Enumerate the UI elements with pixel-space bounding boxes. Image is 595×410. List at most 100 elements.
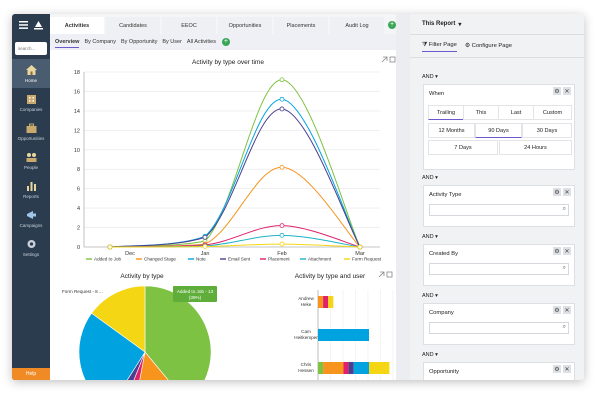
- bar-segment[interactable]: [369, 362, 390, 374]
- tab-filter-page[interactable]: ⧩ Filter Page: [422, 40, 457, 52]
- tab-configure-page[interactable]: ⚙ Configure Page: [465, 41, 512, 51]
- nav-item-people[interactable]: People: [12, 146, 50, 175]
- bar-segment[interactable]: [318, 362, 324, 374]
- pie-slice[interactable]: [144, 285, 212, 380]
- x-tick-label: Mar: [355, 251, 365, 257]
- nav-search-input[interactable]: search...: [15, 42, 47, 55]
- bar-chart-expand-icon[interactable]: [378, 271, 385, 278]
- and-operator-1[interactable]: AND ▾: [422, 74, 438, 80]
- company-input[interactable]: ⌕: [429, 322, 569, 334]
- bar-segment[interactable]: [323, 296, 329, 308]
- stacked-bar-chart: Activity by type and user AndrewHekeCamH…: [294, 271, 394, 380]
- bar-segment[interactable]: [328, 296, 334, 308]
- range-90-days[interactable]: 90 Days: [475, 123, 522, 138]
- nav-item-campaigns[interactable]: Campaigns: [12, 204, 50, 233]
- activity-type-input[interactable]: ⌕: [429, 204, 569, 216]
- bar-segment[interactable]: [318, 329, 369, 341]
- series-line[interactable]: [109, 225, 361, 248]
- pie-slice[interactable]: [78, 312, 146, 380]
- created-by-input[interactable]: ⌕: [429, 263, 569, 275]
- data-point[interactable]: [279, 106, 285, 112]
- chart-popout-icon[interactable]: [389, 56, 396, 63]
- series-line[interactable]: [109, 243, 361, 248]
- data-point[interactable]: [279, 232, 285, 238]
- bar-segment[interactable]: [353, 362, 369, 374]
- and-operator-2[interactable]: AND ▾: [422, 175, 438, 181]
- subtab-by-opportunity[interactable]: By Opportunity: [120, 39, 158, 45]
- pie-slice[interactable]: [91, 285, 146, 353]
- close-icon[interactable]: ✕: [563, 188, 571, 196]
- pie-slice[interactable]: [121, 351, 146, 380]
- bar-segment[interactable]: [348, 362, 354, 374]
- close-icon[interactable]: ✕: [563, 247, 571, 255]
- card-actions: ⚙ ✕: [551, 247, 571, 255]
- close-icon[interactable]: ✕: [563, 365, 571, 373]
- bar-segment[interactable]: [343, 362, 349, 374]
- tab-opportunities[interactable]: Opportunities: [218, 17, 272, 34]
- subtab-by-company[interactable]: By Company: [84, 39, 116, 45]
- nav-item-opportunities[interactable]: Opportunities: [12, 117, 50, 146]
- data-point[interactable]: [357, 244, 363, 250]
- add-subtab-icon[interactable]: +: [221, 38, 230, 46]
- nav-item-reports[interactable]: Reports: [12, 175, 50, 204]
- range-30-days[interactable]: 30 Days: [522, 123, 572, 138]
- data-point[interactable]: [279, 164, 285, 170]
- bar-chart-popout-icon[interactable]: [386, 271, 393, 278]
- gear-icon[interactable]: ⚙: [553, 87, 561, 95]
- main-scrollbar[interactable]: [396, 14, 410, 380]
- range-24-hours[interactable]: 24 Hours: [499, 140, 572, 155]
- add-tab-icon[interactable]: +: [388, 21, 396, 29]
- company-filter-card: Company ⚙ ✕ ⌕: [423, 303, 575, 345]
- range-12-months[interactable]: 12 Months: [428, 123, 475, 138]
- gear-icon[interactable]: ⚙: [553, 188, 561, 196]
- and-operator-3[interactable]: AND ▾: [422, 234, 438, 240]
- gear-icon[interactable]: ⚙: [553, 247, 561, 255]
- series-line[interactable]: [109, 79, 361, 248]
- tab-activities[interactable]: Activities: [50, 17, 104, 34]
- range-7-days[interactable]: 7 Days: [428, 140, 498, 155]
- mode-custom[interactable]: Custom: [533, 105, 572, 120]
- mode-last[interactable]: Last: [498, 105, 534, 120]
- subtab-by-user[interactable]: By User: [162, 39, 182, 45]
- data-point[interactable]: [279, 241, 285, 247]
- help-button[interactable]: Help: [12, 368, 50, 380]
- report-selector[interactable]: This Report ▾: [410, 14, 584, 35]
- tab-audit-log[interactable]: Audit Log: [330, 17, 384, 34]
- and-operator-4[interactable]: AND ▾: [422, 293, 438, 299]
- close-icon[interactable]: ✕: [563, 306, 571, 314]
- bar-segment[interactable]: [323, 362, 344, 374]
- subtab-all-activities[interactable]: All Activities: [186, 39, 216, 45]
- close-icon[interactable]: ✕: [563, 87, 571, 95]
- data-point[interactable]: [279, 223, 285, 229]
- mode-this[interactable]: This: [463, 105, 499, 120]
- series-line[interactable]: [109, 108, 361, 248]
- data-point[interactable]: [202, 244, 208, 249]
- line-chart-title: Activity by type over time: [192, 59, 264, 66]
- bar-segment[interactable]: [318, 296, 324, 308]
- nav-item-companies[interactable]: Companies: [12, 88, 50, 117]
- pie-slice[interactable]: [133, 351, 187, 380]
- and-operator-5[interactable]: AND ▾: [422, 352, 438, 358]
- left-nav: search... Home Companies Opportunities P…: [12, 14, 50, 380]
- hamburger-menu-icon[interactable]: [19, 21, 28, 29]
- data-point[interactable]: [279, 96, 285, 102]
- subtab-overview[interactable]: Overview: [55, 37, 80, 48]
- tab-eeoc[interactable]: EEOC: [162, 17, 216, 34]
- data-point[interactable]: [279, 77, 285, 83]
- chart-expand-icon[interactable]: [381, 56, 388, 63]
- sailboat-logo-icon[interactable]: [34, 20, 43, 30]
- series-line[interactable]: [109, 98, 361, 248]
- gear-icon[interactable]: ⚙: [553, 365, 561, 373]
- gear-icon[interactable]: ⚙: [553, 306, 561, 314]
- data-point[interactable]: [107, 244, 113, 250]
- data-point[interactable]: [202, 234, 208, 240]
- when-filter-card: When ⚙ ✕ Trailing This Last Custom 12 Mon…: [423, 84, 575, 170]
- tab-placements[interactable]: Placements: [274, 17, 328, 34]
- nav-item-home[interactable]: Home: [12, 59, 50, 88]
- tab-candidates[interactable]: Candidates: [106, 17, 160, 34]
- nav-item-settings[interactable]: Settings: [12, 233, 50, 262]
- mode-trailing[interactable]: Trailing: [428, 105, 464, 120]
- x-tick-label: Jan: [201, 251, 210, 257]
- y-tick-label: 6: [77, 187, 80, 193]
- search-icon: ⌕: [562, 265, 566, 271]
